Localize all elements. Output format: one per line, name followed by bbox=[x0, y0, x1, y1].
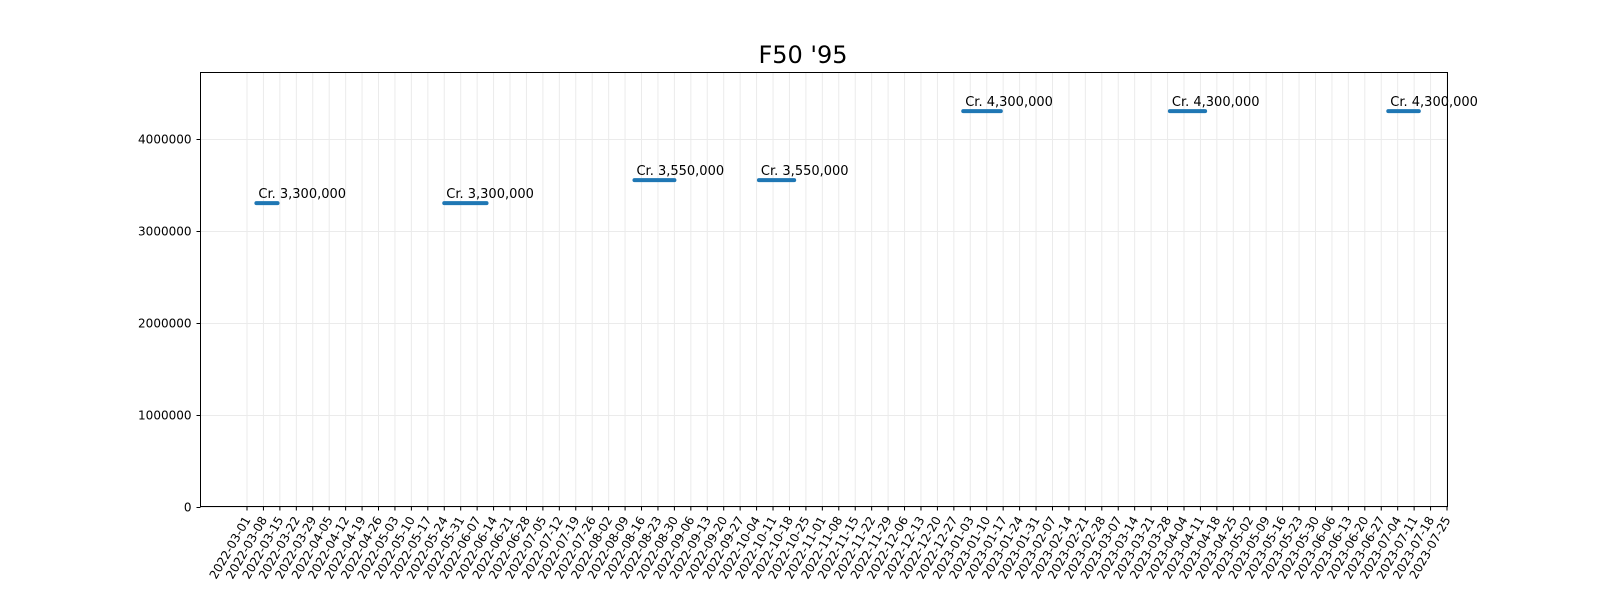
price-annotation: Cr. 3,550,000 bbox=[636, 164, 724, 179]
y-tick-label: 0 bbox=[184, 501, 192, 515]
price-annotation: Cr. 3,550,000 bbox=[761, 164, 849, 179]
chart-title: F50 '95 bbox=[758, 41, 847, 69]
y-tick-label: 2000000 bbox=[138, 317, 191, 331]
price-annotation: Cr. 4,300,000 bbox=[1172, 95, 1260, 110]
plot-frame bbox=[200, 72, 1448, 507]
y-tick-label: 3000000 bbox=[138, 225, 191, 239]
price-annotation: Cr. 4,300,000 bbox=[1390, 95, 1478, 110]
x-axis: 2022-03-012022-03-082022-03-152022-03-22… bbox=[207, 506, 1454, 581]
y-axis: 0 1000000 2000000 3000000 4000000 bbox=[138, 133, 201, 515]
price-annotation: Cr. 3,300,000 bbox=[446, 187, 534, 202]
price-annotation: Cr. 3,300,000 bbox=[258, 187, 346, 202]
y-tick-label: 4000000 bbox=[138, 133, 191, 147]
price-annotation: Cr. 4,300,000 bbox=[965, 95, 1053, 110]
grid-layer bbox=[200, 72, 1448, 508]
data-layer: Cr. 3,300,000 Cr. 3,300,000 Cr. 3,550,000 C… bbox=[254, 95, 1478, 206]
y-tick-label: 1000000 bbox=[138, 409, 191, 423]
